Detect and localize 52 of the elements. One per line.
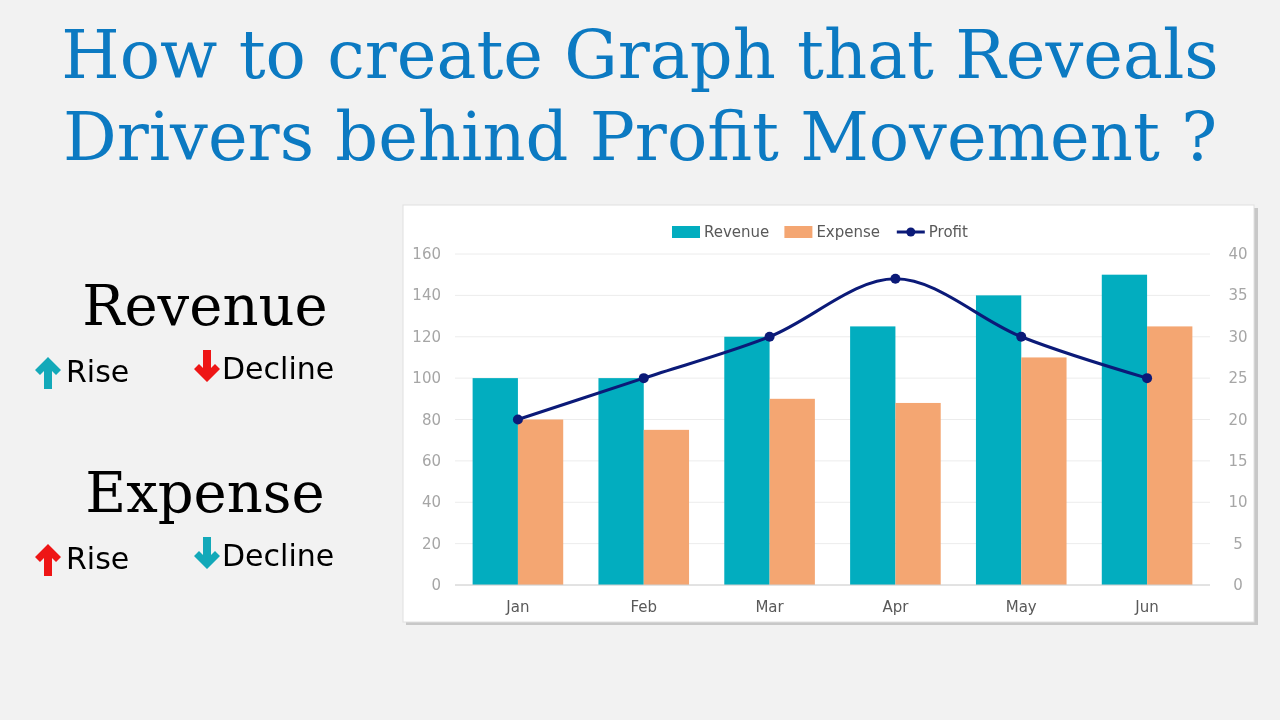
y-tick-label: 60 bbox=[421, 451, 441, 470]
chart-title: How to create Graph that Reveals Drivers behind Profit Movement ? bbox=[61, 16, 1219, 176]
legend-label: Revenue bbox=[704, 223, 770, 241]
y2-tick-label: 35 bbox=[1228, 286, 1248, 305]
legend-label: Profit bbox=[928, 223, 969, 241]
point bbox=[890, 273, 901, 284]
x-tick-label: Apr bbox=[882, 598, 910, 616]
y2-tick-label: 5 bbox=[1233, 534, 1243, 553]
text: Decline bbox=[222, 538, 335, 573]
point bbox=[1142, 373, 1153, 384]
legend-label: Expense bbox=[816, 223, 881, 241]
bar bbox=[1101, 274, 1148, 585]
y-tick-label: 80 bbox=[421, 410, 441, 429]
bar bbox=[724, 336, 770, 585]
y2-tick-label: 40 bbox=[1228, 245, 1248, 263]
y2-tick-label: 30 bbox=[1228, 327, 1248, 346]
text: Expense bbox=[85, 460, 325, 525]
y2-tick-label: 10 bbox=[1228, 493, 1248, 512]
x-tick-label: Jan bbox=[505, 598, 530, 616]
y-tick-label: 140 bbox=[412, 286, 441, 305]
bar bbox=[850, 326, 896, 585]
text: Revenue bbox=[82, 273, 328, 338]
text: Decline bbox=[222, 351, 335, 386]
y-tick-label: 0 bbox=[431, 576, 441, 594]
bar bbox=[517, 419, 564, 585]
x-tick-label: Feb bbox=[630, 598, 658, 616]
y-tick-label: 40 bbox=[421, 493, 441, 512]
y-tick-label: 120 bbox=[412, 327, 441, 346]
bar bbox=[1021, 357, 1067, 585]
x-tick-label: Jun bbox=[1134, 598, 1159, 616]
y2-tick-label: 0 bbox=[1233, 576, 1243, 594]
bar bbox=[895, 402, 941, 585]
point bbox=[1016, 331, 1027, 342]
point bbox=[764, 331, 775, 342]
point bbox=[512, 414, 523, 425]
text: Rise bbox=[66, 541, 130, 576]
bar bbox=[643, 429, 690, 585]
y2-tick-label: 20 bbox=[1228, 410, 1248, 429]
bar bbox=[1147, 326, 1193, 585]
x-tick-label: May bbox=[1005, 598, 1037, 616]
point bbox=[638, 373, 649, 384]
y-tick-label: 20 bbox=[421, 534, 441, 553]
bar bbox=[472, 378, 518, 585]
bar bbox=[975, 295, 1022, 585]
y2-tick-label: 25 bbox=[1228, 369, 1248, 388]
y2-tick-label: 15 bbox=[1228, 451, 1248, 470]
bar bbox=[598, 378, 644, 585]
y-tick-label: 160 bbox=[412, 245, 441, 263]
text: Rise bbox=[66, 354, 130, 389]
y-tick-label: 100 bbox=[412, 369, 441, 388]
x-tick-label: Mar bbox=[755, 598, 785, 616]
bar bbox=[769, 398, 815, 585]
